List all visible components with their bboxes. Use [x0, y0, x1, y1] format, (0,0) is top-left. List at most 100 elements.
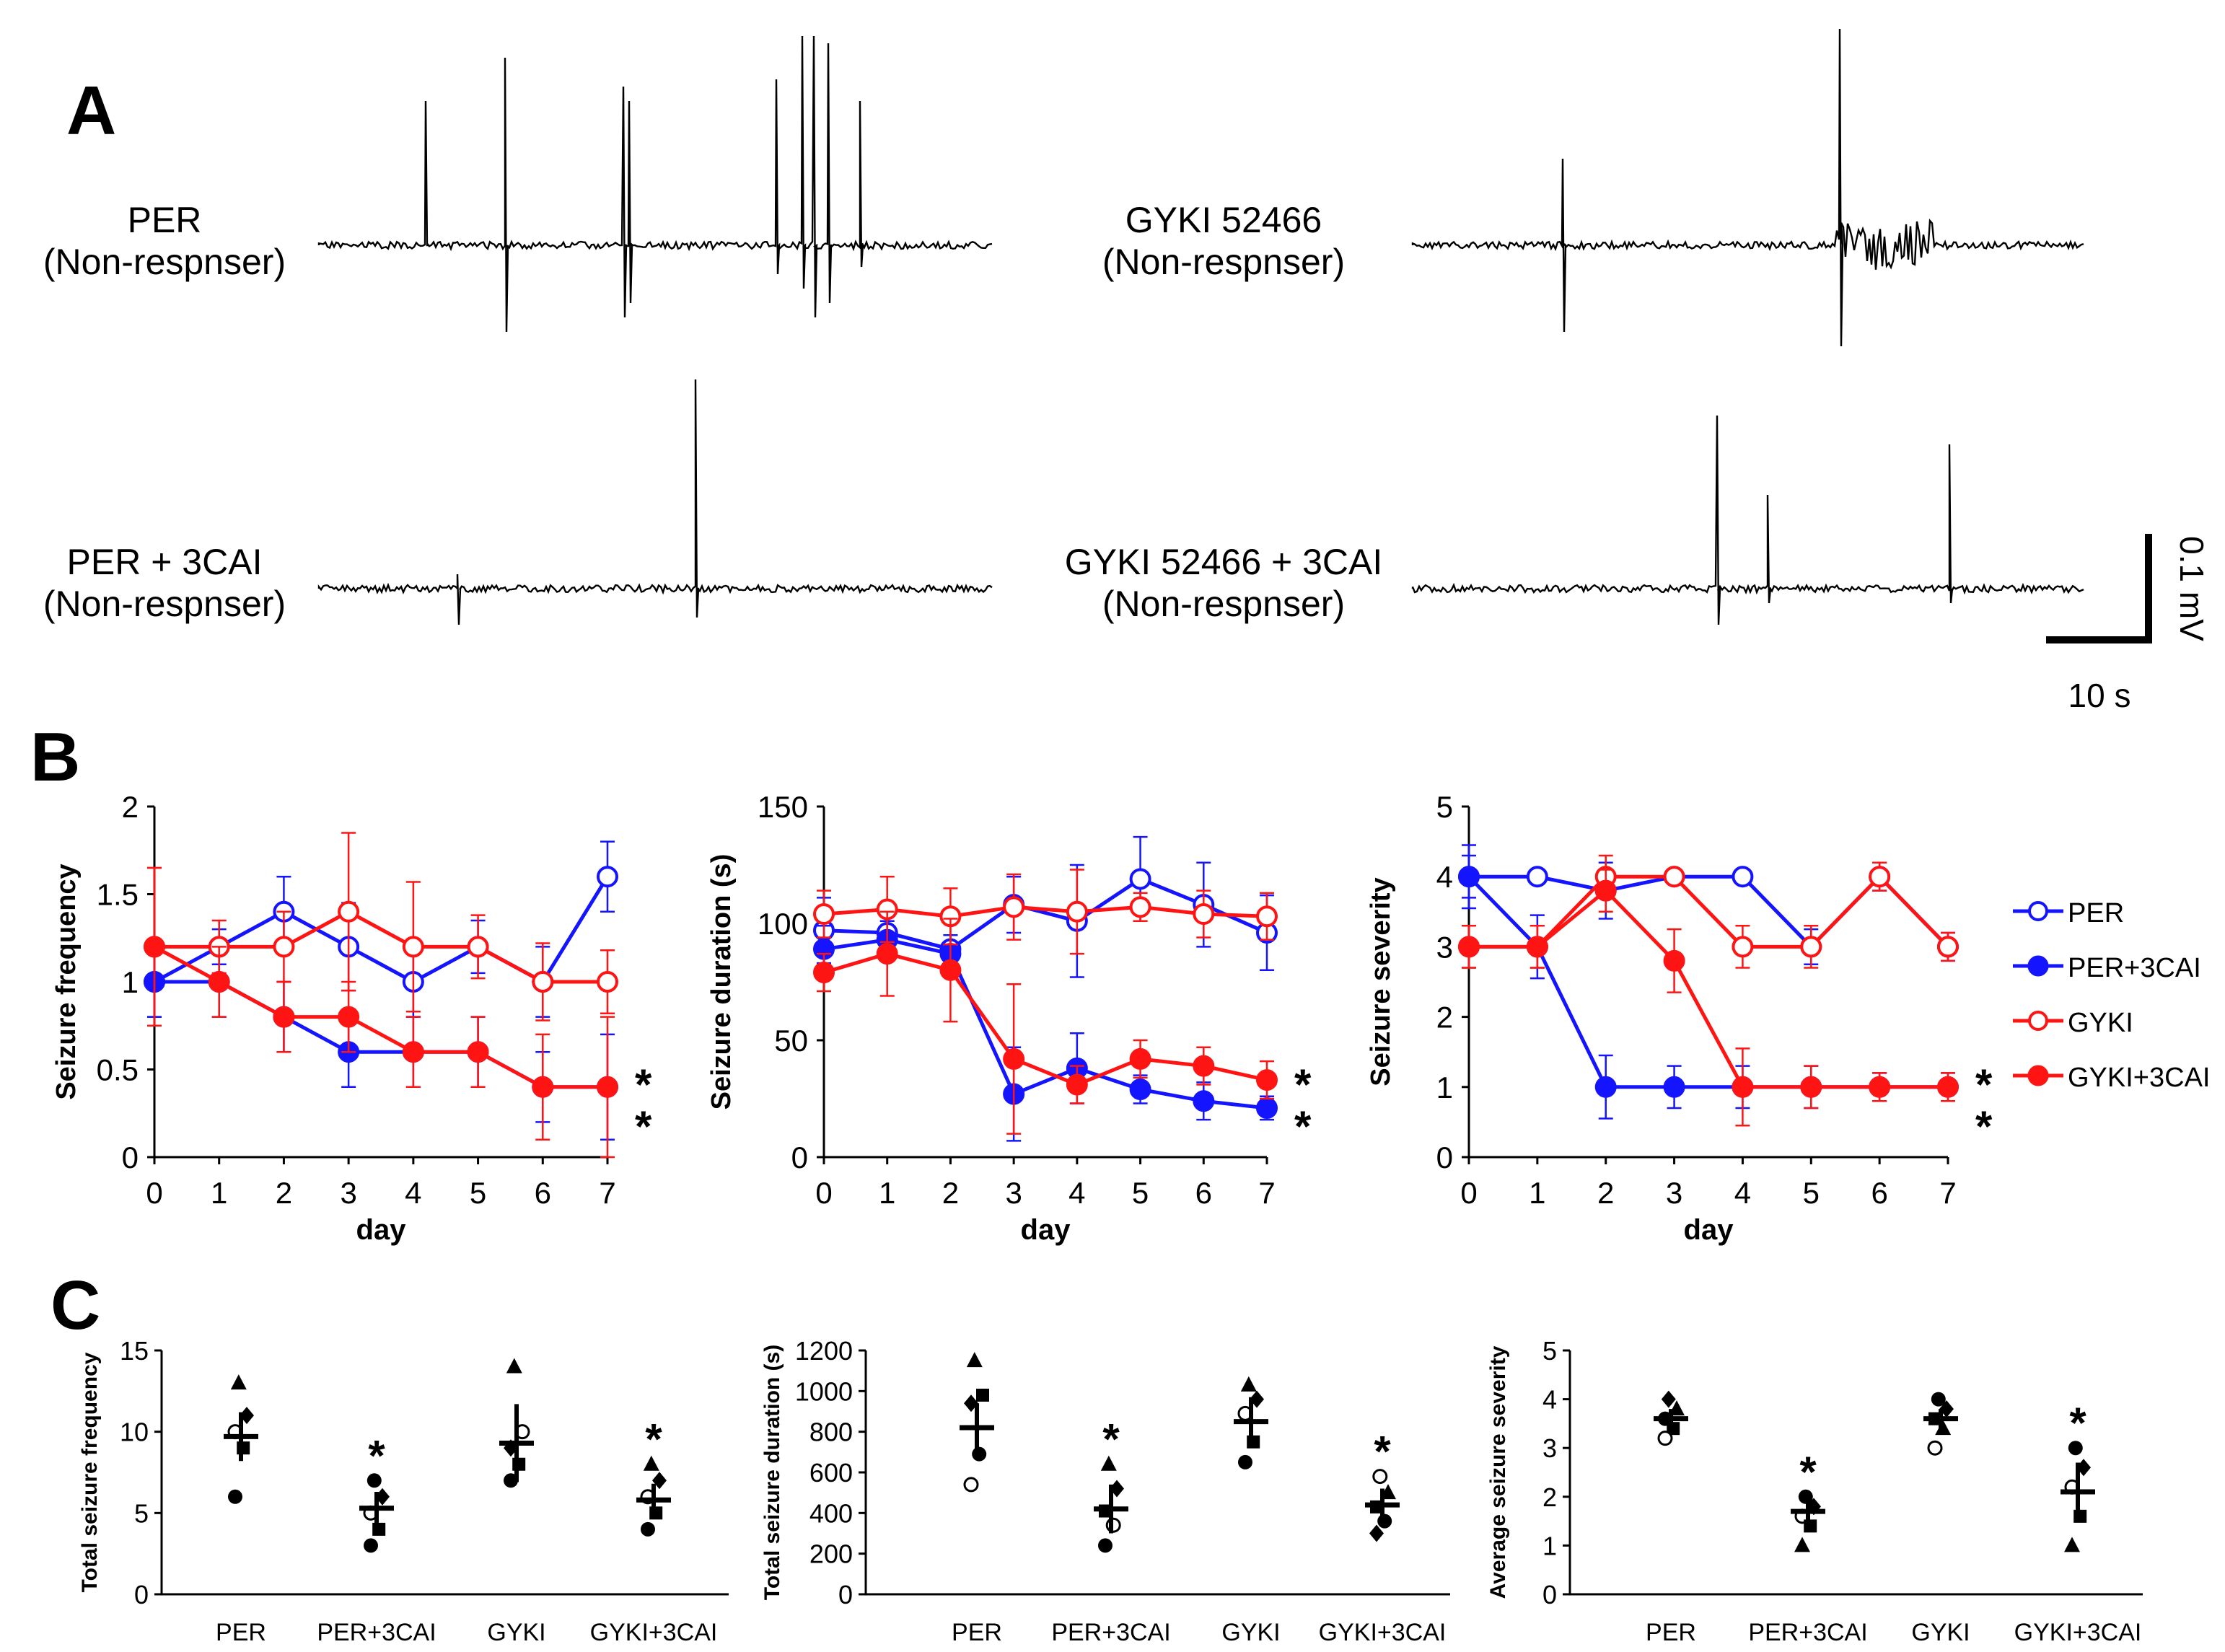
line-chart-seizure-frequency-ytick-label: 2: [122, 790, 139, 824]
line-chart-seizure-severity-per-point: [1526, 866, 1548, 888]
line-chart-seizure-frequency-gyki-3cai-point: [467, 1041, 489, 1063]
dot-chart-average-seizure-severity-y-label: Average seizure severity: [1486, 1345, 1510, 1599]
eeg-trace-per-3cai: [317, 379, 993, 625]
line-chart-seizure-duration-s-xtick-label: 1: [879, 1176, 895, 1210]
dot-chart-average-seizure-severity-per-label: PER: [1646, 1619, 1696, 1646]
legend-label-gyki: GYKI: [2068, 1008, 2133, 1038]
dot-chart-total-seizure-frequency-per-3cai-point-circle: [364, 1538, 378, 1553]
dot-chart-average-seizure-severity-per-3cai-label: PER+3CAI: [1748, 1619, 1867, 1646]
trace-label-per-3cai: PER + 3CAI: [67, 542, 263, 582]
dot-chart-total-seizure-frequency-per-3cai-point-circle: [367, 1473, 382, 1488]
line-chart-seizure-duration-s-gyki-3cai-point: [1129, 1047, 1151, 1070]
line-chart-seizure-duration-s-gyki-3cai-point: [876, 943, 898, 965]
line-chart-seizure-duration-s-ytick-label: 0: [791, 1141, 808, 1174]
dot-chart-total-seizure-frequency-per-point-square: [237, 1441, 250, 1455]
line-chart-seizure-severity-xtick-label: 7: [1939, 1176, 1956, 1210]
dot-chart-average-seizure-severity-gyki-point-circle: [1931, 1392, 1946, 1407]
panel-label-c: C: [51, 1267, 100, 1344]
trace-status-gyki: (Non-respnser): [1102, 242, 1345, 282]
dot-chart-total-seizure-frequency-gyki-point-triangle: [506, 1358, 522, 1374]
line-chart-seizure-severity-xtick-label: 0: [1460, 1176, 1477, 1210]
dot-chart-total-seizure-frequency-ytick-label: 15: [120, 1336, 149, 1366]
dot-chart-total-seizure-duration-s-gyki-label: GYKI: [1221, 1619, 1280, 1646]
line-chart-seizure-frequency-xtick-label: 2: [276, 1176, 292, 1210]
dot-chart-average-seizure-severity-ytick-label: 1: [1542, 1531, 1557, 1560]
dot-chart-total-seizure-frequency-ytick-label: 10: [120, 1418, 149, 1447]
line-chart-seizure-frequency-gyki-point: [532, 971, 554, 993]
line-chart-seizure-duration-s-significance-star: *: [1294, 1102, 1312, 1151]
dot-chart-total-seizure-frequency-per-point-circle: [228, 1489, 242, 1504]
dot-chart-total-seizure-duration-s-per-label: PER: [952, 1619, 1002, 1646]
line-chart-seizure-severity-gyki-3cai-point: [1526, 936, 1548, 958]
line-chart-seizure-frequency-gyki-3cai: [144, 866, 618, 1159]
legend-marker-per-3cai: [2027, 955, 2049, 977]
dot-chart-average-seizure-severity-gyki-3cai-label: GYKI+3CAI: [2014, 1619, 2142, 1646]
line-chart-seizure-duration-s-xtick-label: 0: [815, 1176, 832, 1210]
dot-chart-total-seizure-frequency-y-label: Total seizure frequency: [78, 1352, 102, 1592]
dot-chart-total-seizure-duration-s-gyki-3cai-point-diamond: [1369, 1524, 1384, 1542]
line-chart-seizure-duration-s-xtick-label: 2: [942, 1176, 959, 1210]
line-chart-seizure-severity-gyki-3cai-line: [1469, 888, 1948, 1089]
line-chart-seizure-duration-s-gyki-point: [1129, 896, 1151, 918]
dot-chart-total-seizure-duration-s-gyki-point-triangle: [1240, 1376, 1257, 1392]
line-chart-seizure-frequency-xtick-label: 7: [599, 1176, 615, 1210]
line-chart-seizure-severity-ytick-label: 3: [1436, 930, 1453, 964]
dot-chart-total-seizure-frequency-per-point-triangle: [230, 1374, 247, 1390]
legend-item-gyki: GYKI: [2013, 1008, 2133, 1038]
line-chart-seizure-duration-s-gyki-point: [1193, 903, 1215, 926]
dot-chart-total-seizure-frequency-ytick-label: 5: [134, 1498, 149, 1528]
dot-chart-average-seizure-severity-per-3cai-significance-star: *: [1799, 1448, 1817, 1496]
line-chart-seizure-frequency-xtick-label: 0: [146, 1176, 162, 1210]
dot-chart-average-seizure-severity-gyki-label: GYKI: [1911, 1619, 1970, 1646]
dot-chart-average-seizure-severity-per-3cai-point-triangle: [1794, 1537, 1810, 1552]
line-chart-seizure-frequency-y-label: Seizure frequency: [51, 864, 82, 1099]
line-chart-seizure-duration-s-y-label: Seizure duration (s): [706, 854, 737, 1110]
line-chart-seizure-frequency-gyki-3cai-point: [144, 936, 165, 958]
line-chart-seizure-severity-per-3cai-point: [1594, 1076, 1617, 1098]
line-chart-seizure-severity-xtick-label: 1: [1529, 1176, 1545, 1210]
line-chart-seizure-duration-s-xtick-label: 6: [1195, 1176, 1212, 1210]
trace-label-gyki-3cai: GYKI 52466 + 3CAI: [1065, 542, 1383, 582]
legend-marker-per: [2028, 901, 2048, 921]
line-chart-seizure-severity-y-label: Seizure severity: [1366, 877, 1396, 1086]
dot-chart-average-seizure-severity-gyki-point-triangle: [1935, 1420, 1952, 1436]
line-chart-seizure-severity-gyki-point: [1800, 936, 1822, 958]
line-chart-seizure-severity-gyki-3cai-point: [1458, 936, 1480, 958]
dot-chart-total-seizure-duration-s: 0 200 400 600 800 1000 1200 Total seizure durat…: [760, 1336, 1450, 1646]
dot-chart-total-seizure-duration-s-per-point-open-circle: [963, 1477, 979, 1493]
line-chart-seizure-severity-gyki-3cai-point: [1869, 1076, 1891, 1098]
line-chart-seizure-duration-s-per-point: [1129, 868, 1151, 890]
dot-chart-total-seizure-duration-s-per-point-circle: [972, 1446, 987, 1462]
dot-chart-total-seizure-duration-s-gyki-3cai-point-circle: [1377, 1513, 1392, 1529]
line-chart-seizure-duration-s-gyki-3cai-point: [813, 962, 835, 984]
line-chart-seizure-duration-s-gyki-3cai-point: [1256, 1069, 1278, 1091]
dot-chart-total-seizure-frequency-gyki-3cai-point-square: [649, 1506, 663, 1520]
line-chart-seizure-severity-xtick-label: 5: [1803, 1176, 1820, 1210]
line-chart-seizure-duration-s-xtick-label: 4: [1068, 1176, 1085, 1210]
line-chart-seizure-duration-s-per-3cai-point: [1129, 1078, 1151, 1101]
line-chart-seizure-frequency-per-point: [597, 866, 618, 888]
line-chart-seizure-frequency-ytick-label: 0.5: [97, 1053, 139, 1087]
line-chart-seizure-severity-xtick-label: 4: [1734, 1176, 1751, 1210]
dot-chart-total-seizure-duration-s-ytick-label: 1200: [795, 1336, 853, 1366]
dot-chart-total-seizure-frequency-gyki-label: GYKI: [487, 1619, 545, 1646]
dot-chart-total-seizure-duration-s-ytick-label: 1000: [795, 1376, 853, 1406]
trace-status-gyki-3cai: (Non-respnser): [1102, 584, 1345, 624]
dot-chart-total-seizure-duration-s-per-point-square: [976, 1388, 989, 1402]
line-chart-seizure-frequency-gyki-3cai-line: [153, 945, 607, 1089]
line-chart-seizure-severity-xtick-label: 2: [1597, 1176, 1614, 1210]
dot-chart-total-seizure-duration-s-per-3cai-point-circle: [1098, 1538, 1112, 1553]
scale-bar: 0.1 mV 10 s: [2046, 534, 2211, 714]
line-chart-seizure-duration-s-per-3cai-point: [1193, 1090, 1215, 1112]
dot-chart-total-seizure-duration-s-ytick-label: 800: [809, 1418, 853, 1447]
line-chart-seizure-severity-significance-star: *: [1975, 1060, 1993, 1109]
line-chart-seizure-duration-s-gyki-3cai-point: [1193, 1055, 1215, 1077]
legend-marker-gyki: [2028, 1011, 2048, 1031]
eeg-trace-gyki: [1411, 28, 2084, 347]
line-chart-seizure-duration-s-xtick-label: 5: [1132, 1176, 1149, 1210]
dot-chart-average-seizure-severity-per-3cai-point-square: [1804, 1519, 1817, 1533]
line-chart-seizure-duration-s-x-label: day: [1021, 1214, 1071, 1246]
line-chart-seizure-duration-s-gyki-point: [1256, 905, 1278, 928]
line-chart-seizure-frequency-ytick-label: 0: [122, 1141, 139, 1174]
